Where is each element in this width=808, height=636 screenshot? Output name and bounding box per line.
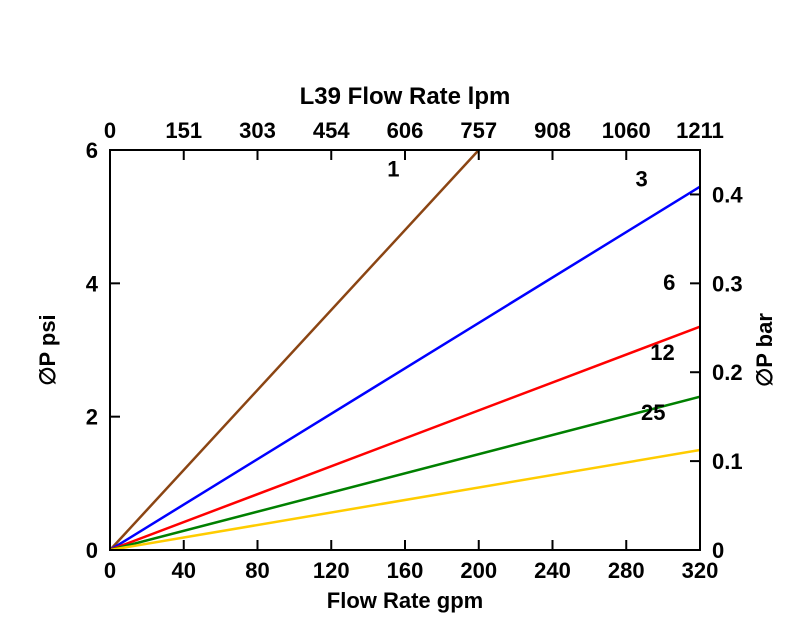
series-label-3: 3 xyxy=(635,167,647,192)
y-right-tick-label: 0.3 xyxy=(712,271,743,296)
x-top-tick-label: 303 xyxy=(239,118,276,143)
x-tick-label: 80 xyxy=(245,558,269,583)
x-tick-label: 280 xyxy=(608,558,645,583)
y-right-tick-label: 0 xyxy=(712,538,724,563)
x-top-tick-label: 454 xyxy=(313,118,350,143)
y-right-tick-label: 0.4 xyxy=(712,182,743,207)
y-right-axis-title: ∅P bar xyxy=(752,313,777,387)
x-top-tick-label: 757 xyxy=(460,118,497,143)
x-top-tick-label: 151 xyxy=(165,118,202,143)
x-tick-label: 160 xyxy=(387,558,424,583)
x-tick-label: 240 xyxy=(534,558,571,583)
series-label-12: 12 xyxy=(650,340,674,365)
x-top-tick-label: 606 xyxy=(387,118,424,143)
y-tick-label: 4 xyxy=(86,271,99,296)
x-top-tick-label: 1060 xyxy=(602,118,651,143)
x-top-axis-title: L39 Flow Rate lpm xyxy=(300,83,511,110)
x-tick-label: 120 xyxy=(313,558,350,583)
x-tick-label: 200 xyxy=(460,558,497,583)
x-top-tick-label: 0 xyxy=(104,118,116,143)
y-tick-label: 6 xyxy=(86,138,98,163)
x-axis-title: Flow Rate gpm xyxy=(327,588,483,613)
y-tick-label: 0 xyxy=(86,538,98,563)
series-label-6: 6 xyxy=(663,270,675,295)
x-top-tick-label: 908 xyxy=(534,118,571,143)
x-top-tick-label: 1211 xyxy=(676,118,724,143)
x-tick-label: 0 xyxy=(104,558,116,583)
y-axis-title: ∅P psi xyxy=(35,314,60,385)
x-tick-label: 40 xyxy=(172,558,196,583)
y-right-tick-label: 0.2 xyxy=(712,360,743,385)
series-label-25: 25 xyxy=(641,400,665,425)
series-label-1: 1 xyxy=(387,157,399,182)
flow-rate-chart: 04080120160200240280320Flow Rate gpm0151… xyxy=(0,0,808,636)
y-tick-label: 2 xyxy=(86,405,98,430)
y-right-tick-label: 0.1 xyxy=(712,449,743,474)
